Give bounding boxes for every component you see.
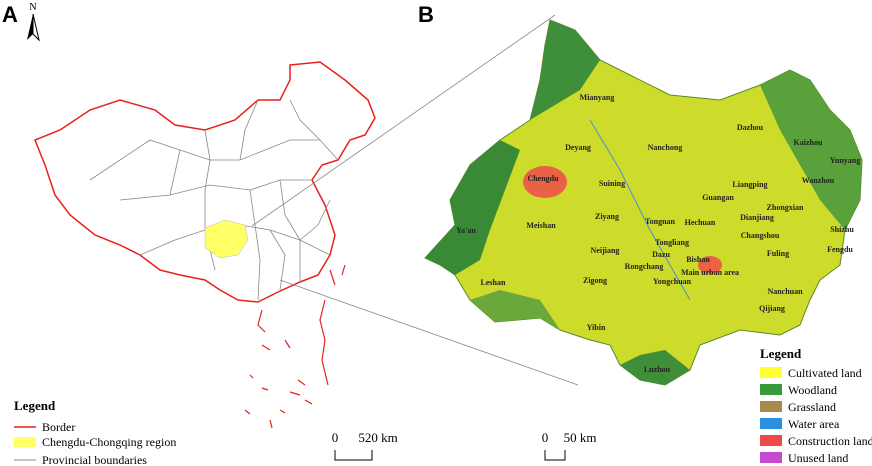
city-label: Zhongxian <box>767 203 804 212</box>
city-label: Changshou <box>741 231 780 240</box>
legend-label: Cultivated land <box>788 366 862 380</box>
connector <box>251 14 556 227</box>
city-label: Tongnan <box>645 217 676 226</box>
legend-swatch <box>760 435 782 446</box>
city-label: Dazhou <box>737 123 764 132</box>
scale-label: 0 <box>542 430 549 445</box>
city-label: Liangping <box>732 180 767 189</box>
legend-swatch <box>760 367 782 378</box>
city-label: Ziyang <box>595 212 619 221</box>
city-label: Fengdu <box>827 245 853 254</box>
legend-a: Legend Border Chengdu-Chongqing region P… <box>14 398 176 466</box>
legend-b: Legend Cultivated land Woodland Grassland W… <box>760 346 872 465</box>
legend-title: Legend <box>760 346 802 361</box>
city-label: Meishan <box>526 221 556 230</box>
city-label: Wanzhou <box>802 176 835 185</box>
panel-label: A <box>2 2 18 27</box>
legend-swatch <box>760 384 782 395</box>
city-label: Tongliang <box>655 238 689 247</box>
city-label: Yunyang <box>830 156 860 165</box>
city-label: Dazu <box>652 250 670 259</box>
city-label: Yongchuan <box>653 277 692 286</box>
city-label: Shizhu <box>830 225 854 234</box>
china-map <box>34 61 376 429</box>
city-label: Rongchang <box>625 262 664 271</box>
city-label: Bishan <box>686 255 710 264</box>
connector <box>279 279 579 386</box>
north-arrow: N <box>27 2 40 42</box>
scale-label: 0 <box>332 430 339 445</box>
city-label: Neijiang <box>591 246 620 255</box>
legend-label: Border <box>42 420 75 434</box>
legend-swatch <box>14 437 36 447</box>
city-label: Leshan <box>481 278 506 287</box>
city-label: Fuling <box>767 249 789 258</box>
city-label: Main urban area <box>681 268 739 277</box>
city-label: Hechuan <box>685 218 716 227</box>
legend-label: Chengdu-Chongqing region <box>42 435 176 449</box>
city-label: Nanchong <box>648 143 683 152</box>
north-label: N <box>29 2 36 13</box>
city-label: Chengdu <box>527 174 559 183</box>
legend-title: Legend <box>14 398 56 413</box>
city-label: Guangan <box>702 193 734 202</box>
city-label: Yibin <box>587 323 606 332</box>
city-label: Deyang <box>565 143 591 152</box>
city-labels: Mianyang Dazhou Kaizhou Deyang Nanchong Yunya… <box>456 93 860 374</box>
legend-swatch <box>760 418 782 429</box>
legend-label: Construction land <box>788 434 872 448</box>
region-map <box>424 19 863 386</box>
city-label: Nanchuan <box>767 287 803 296</box>
scale-label: 50 km <box>564 430 597 445</box>
city-label: Luzhou <box>644 365 671 374</box>
legend-swatch <box>760 452 782 463</box>
legend-label: Grassland <box>788 400 836 414</box>
legend-label: Water area <box>788 417 840 431</box>
city-label: Zigong <box>583 276 607 285</box>
legend-label: Woodland <box>788 383 837 397</box>
city-label: Kaizhou <box>794 138 823 147</box>
legend-swatch <box>760 401 782 412</box>
city-label: Ya'an <box>456 226 476 235</box>
legend-label: Provincial boundaries <box>42 453 147 466</box>
scale-bar: 0 520 km <box>332 430 398 461</box>
city-label: Qijiang <box>759 304 785 313</box>
scale-label: 520 km <box>358 430 397 445</box>
city-label: Suining <box>599 179 625 188</box>
city-label: Dianjiang <box>740 213 774 222</box>
city-label: Mianyang <box>580 93 615 102</box>
scale-bar: 0 50 km <box>542 430 597 461</box>
legend-label: Unused land <box>788 451 848 465</box>
panel-label: B <box>418 2 434 27</box>
